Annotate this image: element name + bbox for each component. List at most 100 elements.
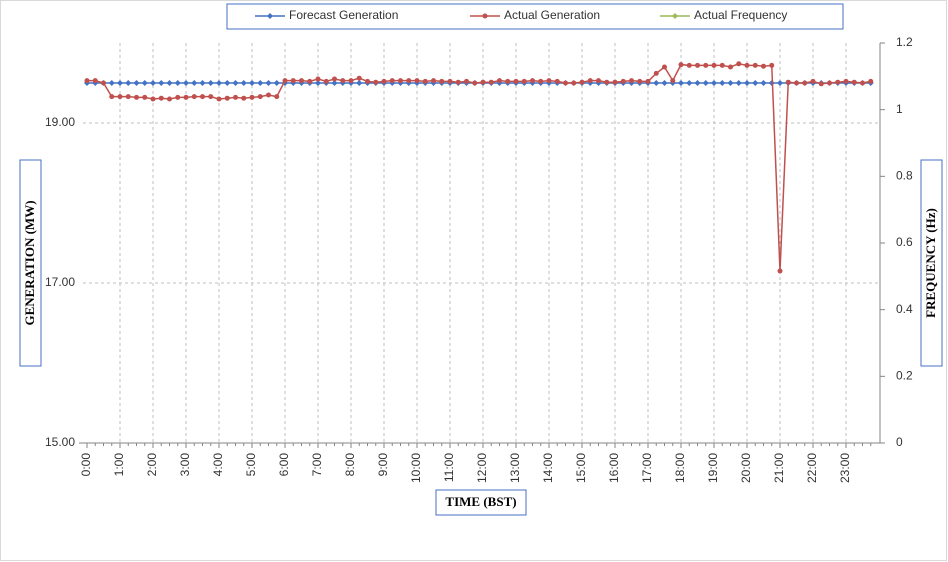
marker bbox=[414, 78, 420, 84]
marker bbox=[84, 78, 90, 84]
marker bbox=[249, 80, 255, 86]
marker bbox=[439, 78, 445, 84]
marker bbox=[108, 80, 115, 86]
marker bbox=[431, 78, 436, 84]
marker bbox=[596, 78, 601, 84]
marker bbox=[183, 94, 189, 100]
marker bbox=[141, 80, 148, 86]
x-label-box bbox=[435, 489, 527, 516]
marker bbox=[224, 95, 230, 101]
marker bbox=[686, 80, 693, 86]
marker bbox=[455, 79, 461, 85]
marker bbox=[719, 80, 726, 86]
x-tick-label: 3:00 bbox=[178, 453, 192, 477]
marker bbox=[818, 81, 824, 87]
marker bbox=[273, 80, 280, 86]
marker bbox=[240, 80, 247, 86]
marker bbox=[571, 80, 577, 86]
legend-marker bbox=[482, 13, 488, 19]
marker bbox=[727, 80, 734, 86]
marker bbox=[150, 80, 156, 86]
marker bbox=[472, 80, 478, 86]
marker bbox=[422, 78, 428, 84]
marker bbox=[744, 62, 750, 68]
legend-marker bbox=[267, 13, 273, 19]
y-tick-label: 15.00 bbox=[45, 435, 75, 449]
marker bbox=[653, 80, 660, 86]
x-tick-label: 9:00 bbox=[376, 453, 390, 477]
marker bbox=[257, 80, 264, 86]
marker bbox=[299, 78, 304, 84]
marker bbox=[167, 96, 172, 102]
x-tick-label: 4:00 bbox=[211, 453, 225, 477]
y2-tick-label: 0.8 bbox=[896, 169, 913, 183]
marker bbox=[101, 80, 106, 86]
marker bbox=[802, 80, 808, 86]
y2-tick-label: 1 bbox=[896, 102, 903, 116]
marker bbox=[711, 62, 717, 68]
x-tick-label: 0:00 bbox=[79, 453, 93, 477]
x-tick-label: 16:00 bbox=[607, 453, 621, 483]
marker bbox=[728, 64, 733, 70]
y-tick-label: 17.00 bbox=[45, 275, 75, 289]
y2-tick-label: 0.2 bbox=[896, 369, 913, 383]
marker bbox=[546, 78, 552, 84]
y2-tick-label: 0.6 bbox=[896, 235, 913, 249]
marker bbox=[735, 80, 742, 86]
marker bbox=[719, 62, 725, 68]
marker bbox=[579, 79, 585, 85]
x-tick-label: 18:00 bbox=[673, 453, 687, 483]
marker bbox=[678, 62, 684, 68]
marker bbox=[315, 80, 321, 86]
marker bbox=[736, 61, 742, 67]
x-tick-label: 13:00 bbox=[508, 453, 522, 483]
legend-label: Forecast Generation bbox=[289, 8, 398, 22]
marker bbox=[645, 78, 651, 84]
x-tick-label: 20:00 bbox=[739, 453, 753, 483]
marker bbox=[356, 75, 362, 81]
marker bbox=[398, 78, 403, 84]
marker bbox=[662, 64, 667, 70]
marker bbox=[166, 80, 173, 86]
marker bbox=[389, 78, 395, 84]
marker bbox=[587, 78, 593, 84]
marker bbox=[207, 80, 214, 86]
marker bbox=[340, 78, 346, 84]
x-axis-title: TIME (BST) bbox=[445, 494, 516, 509]
marker bbox=[464, 78, 469, 84]
y2-axis-title: FREQUENCY (Hz) bbox=[923, 208, 938, 318]
y-tick-label: 19.00 bbox=[45, 115, 75, 129]
marker bbox=[241, 95, 247, 101]
marker bbox=[785, 79, 791, 85]
marker bbox=[200, 94, 205, 100]
marker bbox=[332, 76, 337, 82]
marker bbox=[868, 78, 874, 84]
x-tick-label: 22:00 bbox=[805, 453, 819, 483]
marker bbox=[620, 78, 626, 84]
marker bbox=[315, 76, 321, 82]
x-tick-label: 7:00 bbox=[310, 453, 324, 477]
marker bbox=[274, 94, 280, 100]
marker bbox=[629, 78, 634, 84]
marker bbox=[752, 80, 759, 86]
marker bbox=[381, 78, 387, 84]
marker bbox=[257, 94, 263, 100]
marker bbox=[513, 78, 519, 84]
marker bbox=[851, 79, 857, 85]
marker bbox=[694, 80, 701, 86]
marker bbox=[744, 80, 750, 86]
marker bbox=[348, 78, 354, 84]
marker bbox=[373, 79, 379, 85]
marker bbox=[150, 96, 156, 102]
marker bbox=[760, 80, 767, 86]
marker bbox=[860, 80, 865, 86]
y-axis-title: GENERATION (MW) bbox=[22, 200, 37, 325]
y2-tick-label: 0 bbox=[896, 435, 903, 449]
marker bbox=[233, 94, 238, 100]
marker bbox=[447, 78, 453, 84]
marker bbox=[563, 80, 568, 86]
marker bbox=[216, 96, 222, 102]
marker bbox=[266, 92, 271, 98]
